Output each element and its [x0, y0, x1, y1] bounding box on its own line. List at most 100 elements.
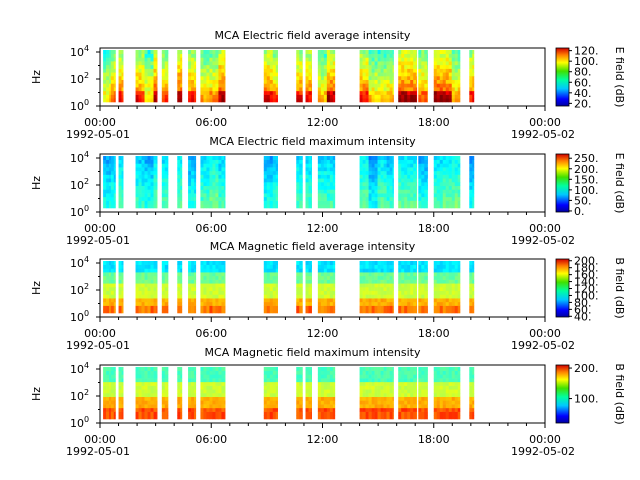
spectrogram-cell — [269, 156, 274, 161]
spectrogram-cell — [218, 374, 222, 379]
spectrogram-cell — [147, 178, 151, 183]
spectrogram-cell — [177, 411, 181, 416]
spectrogram-cell — [272, 298, 277, 303]
spectrogram-cell — [380, 87, 384, 92]
spectrogram-cell — [448, 381, 453, 386]
spectrogram-cell — [416, 305, 418, 310]
spectrogram-cell — [113, 411, 116, 416]
spectrogram-cell — [180, 415, 183, 420]
spectrogram-cell — [329, 64, 334, 69]
spectrogram-cell — [221, 159, 225, 164]
spectrogram-cell — [416, 415, 418, 420]
spectrogram-cell — [218, 87, 222, 92]
spectrogram-cell — [404, 370, 408, 375]
spectrogram-cell — [224, 189, 226, 194]
spectrogram-cell — [323, 290, 328, 295]
spectrogram-cell — [317, 174, 322, 179]
spectrogram-cell — [191, 415, 195, 420]
spectrogram-cell — [472, 378, 475, 383]
spectrogram-cell — [203, 185, 207, 190]
spectrogram-cell — [427, 283, 428, 288]
spectrogram-cell — [418, 193, 422, 198]
spectrogram-cell — [275, 156, 278, 161]
spectrogram-cell — [332, 389, 336, 394]
spectrogram-cell — [141, 272, 145, 277]
spectrogram-cell — [164, 298, 169, 303]
spectrogram-cell — [215, 400, 219, 405]
spectrogram-cell — [113, 275, 116, 280]
spectrogram-cell — [144, 204, 148, 209]
spectrogram-cell — [329, 268, 334, 273]
spectrogram-cell — [413, 378, 417, 383]
spectrogram-cell — [383, 404, 387, 409]
spectrogram-cell — [436, 393, 441, 398]
spectrogram-cell — [421, 367, 425, 372]
spectrogram-cell — [156, 163, 158, 168]
spectrogram-cell — [141, 79, 145, 84]
spectrogram-cell — [427, 79, 428, 84]
spectrogram-cell — [365, 87, 369, 92]
spectrogram-cell — [332, 279, 336, 284]
spectrogram-cell — [454, 185, 459, 190]
spectrogram-cell — [383, 193, 387, 198]
spectrogram-cell — [263, 393, 268, 398]
spectrogram-cell — [472, 94, 475, 99]
spectrogram-cell — [177, 415, 181, 420]
spectrogram-cell — [113, 389, 116, 394]
spectrogram-cell — [424, 385, 428, 390]
spectrogram-cell — [308, 193, 312, 198]
spectrogram-cell — [323, 53, 328, 58]
spectrogram-cell — [413, 182, 417, 187]
spectrogram-cell — [263, 159, 268, 164]
spectrogram-cell — [469, 90, 473, 95]
spectrogram-cell — [275, 64, 278, 69]
spectrogram-cell — [439, 381, 444, 386]
spectrogram-cell — [161, 57, 166, 62]
spectrogram-cell — [404, 68, 408, 73]
spectrogram-cell — [212, 182, 216, 187]
spectrogram-cell — [103, 385, 107, 390]
spectrogram-cell — [451, 290, 456, 295]
spectrogram-cell — [206, 374, 210, 379]
spectrogram-cell — [359, 279, 363, 284]
spectrogram-cell — [135, 290, 139, 295]
spectrogram-cell — [386, 389, 390, 394]
spectrogram-cell — [156, 287, 158, 292]
spectrogram-cell — [161, 370, 166, 375]
spectrogram-cell — [427, 385, 428, 390]
spectrogram-cell — [383, 393, 387, 398]
spectrogram-cell — [206, 98, 210, 103]
spectrogram-cell — [194, 57, 197, 62]
spectrogram-cell — [299, 389, 303, 394]
spectrogram-cell — [371, 98, 375, 103]
spectrogram-cell — [106, 374, 110, 379]
spectrogram-cell — [380, 189, 384, 194]
spectrogram-cell — [305, 381, 309, 386]
spectrogram-cell — [421, 72, 425, 77]
spectrogram-cell — [424, 279, 428, 284]
spectrogram-cell — [106, 185, 110, 190]
spectrogram-cell — [329, 294, 334, 299]
spectrogram-cell — [436, 163, 441, 168]
spectrogram-cell — [371, 90, 375, 95]
spectrogram-cell — [180, 367, 183, 372]
spectrogram-cell — [180, 178, 183, 183]
spectrogram-cell — [269, 385, 274, 390]
spectrogram-cell — [138, 381, 142, 386]
spectrogram-cell — [191, 50, 195, 55]
spectrogram-cell — [266, 189, 271, 194]
spectrogram-cell — [299, 57, 303, 62]
spectrogram-cell — [472, 298, 475, 303]
spectrogram-cell — [329, 407, 334, 412]
spectrogram-cell — [106, 90, 110, 95]
spectrogram-cell — [320, 290, 325, 295]
spectrogram-cell — [421, 50, 425, 55]
spectrogram-cell — [418, 298, 422, 303]
spectrogram-cell — [469, 378, 473, 383]
spectrogram-cell — [180, 196, 183, 201]
spectrogram-cell — [141, 170, 145, 175]
spectrogram-cell — [177, 170, 181, 175]
spectrogram-cell — [421, 407, 425, 412]
spectrogram-cell — [317, 305, 322, 310]
spectrogram-cell — [191, 261, 195, 266]
